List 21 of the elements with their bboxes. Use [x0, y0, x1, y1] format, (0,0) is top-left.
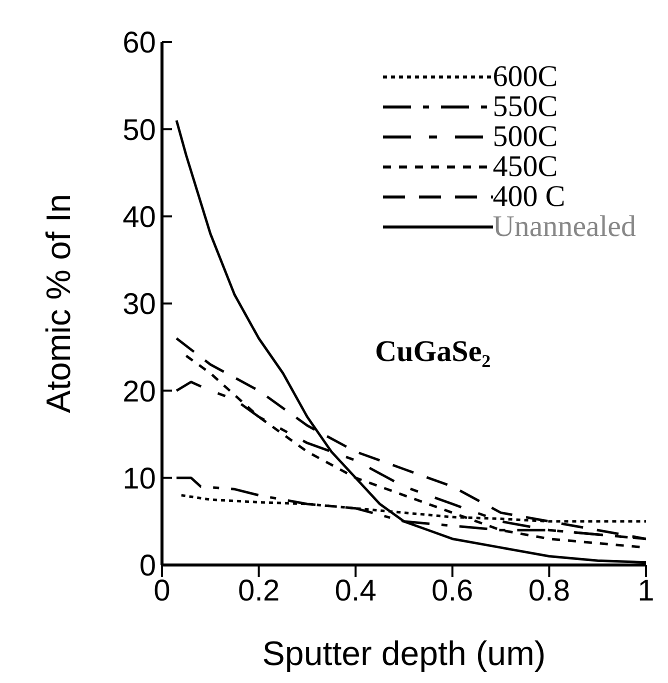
- y-tick-label: 20: [122, 375, 156, 408]
- x-axis-title: Sputter depth (um): [262, 635, 546, 673]
- y-axis-title: Atomic % of In: [40, 194, 78, 414]
- x-tick-label: 1: [638, 574, 654, 608]
- legend-label: 400 C: [492, 180, 566, 213]
- y-tick-label: 10: [122, 462, 156, 496]
- x-tick-label: 0.2: [238, 574, 280, 608]
- x-tick-label: 0.6: [432, 574, 474, 608]
- y-tick-label: 60: [122, 26, 156, 60]
- y-tick-label: 30: [122, 288, 156, 322]
- y-tick-label: 50: [122, 114, 156, 147]
- legend-label: 500C: [492, 120, 558, 153]
- y-tick-label: 0: [139, 550, 156, 583]
- x-tick-label: 0.8: [528, 574, 570, 608]
- legend-label: 450C: [492, 150, 558, 183]
- annotation: CuGaSe₂: [374, 334, 491, 369]
- y-tick-label: 40: [122, 200, 156, 234]
- legend-label: 550C: [492, 90, 558, 123]
- x-tick-label: 0.4: [334, 574, 376, 608]
- legend-label: Unannealed: [492, 210, 636, 243]
- legend-label: 600C: [492, 60, 558, 93]
